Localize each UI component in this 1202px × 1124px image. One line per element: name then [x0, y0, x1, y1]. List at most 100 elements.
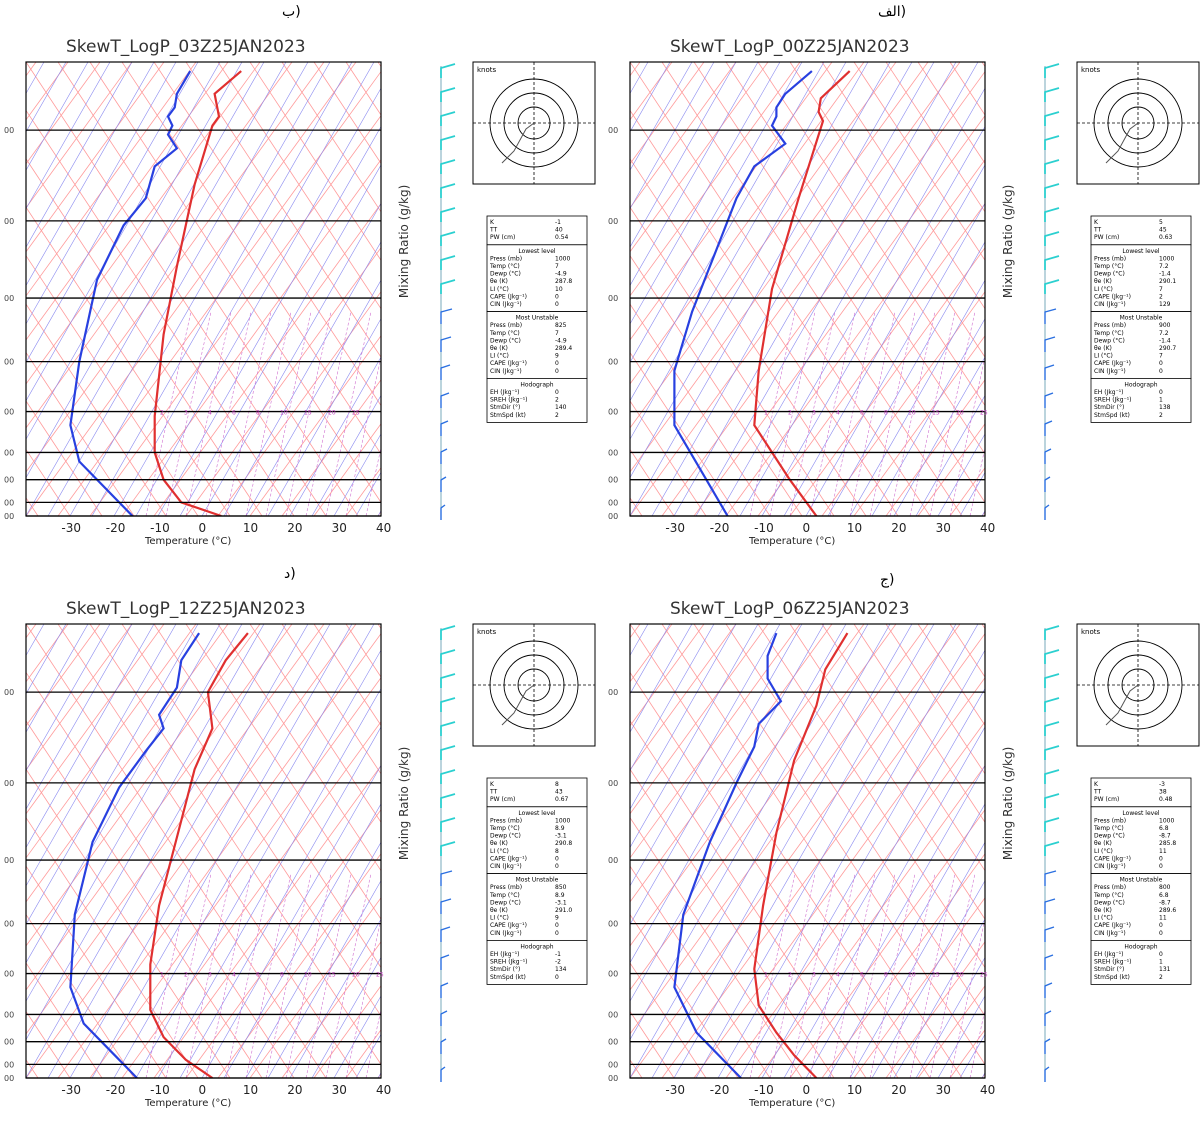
index-value: 131 — [1159, 966, 1171, 973]
moist-adiabat-line — [871, 880, 985, 1078]
x-tick-label: 20 — [287, 521, 302, 535]
index-name: SREH (Jkg⁻¹) — [490, 397, 528, 404]
isotherm-line — [89, 676, 381, 1078]
moist-adiabat-line — [26, 62, 243, 440]
index-value: 2 — [1159, 974, 1163, 981]
section-title: Most Unstable — [516, 315, 559, 322]
pressure-tick-label: 00 — [4, 688, 14, 697]
dry-adiabat-line — [885, 62, 985, 213]
mixing-ratio-label: 15 — [328, 971, 336, 978]
mixing-ratio-label: 20 — [956, 409, 964, 416]
pressure-tick-label: 00 — [608, 1010, 618, 1019]
index-value: 43 — [555, 789, 563, 796]
index-name: θe (K) — [490, 345, 508, 352]
isotherm-line — [26, 624, 165, 815]
isotherm-line — [153, 203, 381, 516]
chart-title: SkewT_LogP_03Z25JAN2023 — [66, 37, 306, 57]
dry-adiabat-line — [26, 62, 327, 516]
x-tick-label: -30 — [61, 521, 81, 535]
moist-adiabat-line — [827, 241, 985, 516]
index-value: -3.1 — [555, 899, 567, 906]
pressure-tick-label: 00 — [608, 856, 618, 865]
x-axis-label: Temperature (°C) — [748, 536, 835, 547]
dry-adiabat-line — [789, 62, 985, 358]
dry-adiabat-line — [630, 303, 771, 516]
moist-adiabat-line — [805, 764, 985, 1078]
index-name: CAPE (Jkg⁻¹) — [490, 855, 527, 862]
index-value: 11 — [1159, 915, 1167, 922]
wind-barb — [440, 625, 456, 640]
moist-adiabat-line — [630, 62, 869, 479]
moist-adiabat-line — [26, 62, 221, 402]
mixing-ratio-label: 1 — [160, 971, 164, 978]
moist-adiabat-line — [223, 241, 381, 516]
index-name: CAPE (Jkg⁻¹) — [1094, 855, 1131, 862]
mixing-ratio-label: 2 — [160, 409, 164, 416]
index-value: 2 — [1159, 293, 1163, 300]
wind-barb — [1044, 649, 1060, 664]
temperature-profile — [153, 70, 242, 516]
dry-adiabat-line — [26, 865, 167, 1078]
skewt-panel: SkewT_LogP_00Z25JAN2023 00 00 00 00 00 00 00 00 0… — [604, 28, 1202, 562]
isotherm-line — [630, 624, 865, 947]
indices-section — [1090, 873, 1192, 941]
plot-frame — [629, 623, 986, 1079]
isotherm-line — [153, 765, 381, 1078]
x-tick-label: 0 — [199, 521, 207, 535]
plot-area — [630, 624, 985, 1078]
wind-barb — [440, 279, 456, 294]
index-name: SREH (Jkg⁻¹) — [1094, 397, 1132, 404]
wind-barb — [440, 392, 450, 408]
skewt-svg: SkewT_LogP_00Z25JAN202300000000000000000… — [608, 37, 1200, 547]
index-name: PW (cm) — [1094, 234, 1119, 241]
dry-adiabat-line — [725, 624, 985, 1017]
pressure-tick-label: 00 — [4, 1010, 14, 1019]
panel-caption: د) — [284, 566, 296, 582]
isotherm-line — [249, 335, 381, 516]
x-tick-label: -30 — [61, 1083, 81, 1097]
chart-title: SkewT_LogP_12Z25JAN2023 — [66, 599, 306, 619]
index-value: 290.8 — [555, 840, 572, 847]
moist-adiabat-line — [157, 688, 381, 1078]
wind-barb — [440, 1038, 447, 1054]
moist-adiabat-line — [937, 995, 985, 1078]
index-value: 9 — [555, 915, 559, 922]
isotherm-line — [26, 62, 357, 516]
mixing-ratio-line — [365, 1008, 381, 1078]
isotherm-line — [757, 203, 985, 516]
mixing-ratio-label: 3 — [208, 971, 212, 978]
index-value: 40 — [555, 227, 563, 234]
dry-adiabat-line — [26, 400, 103, 516]
dry-adiabat-line — [26, 624, 327, 1078]
index-name: TT — [1093, 227, 1102, 234]
isotherm-line — [630, 624, 737, 771]
wind-barb — [1044, 255, 1060, 270]
section-title: Most Unstable — [1120, 877, 1163, 884]
index-name: LI (°C) — [490, 848, 509, 855]
isotherm-line — [725, 720, 985, 1078]
pressure-tick-label: 00 — [4, 1038, 14, 1047]
index-value: 38 — [1159, 789, 1167, 796]
moist-adiabat-line — [135, 649, 381, 1078]
wind-barb — [1044, 135, 1060, 150]
wind-barb — [1044, 769, 1060, 784]
isotherm-line — [313, 985, 381, 1078]
isotherm-line — [26, 624, 133, 771]
index-value: 0 — [555, 863, 559, 870]
moist-adiabat-line — [311, 956, 381, 1078]
section-title: Hodograph — [520, 943, 553, 950]
dry-adiabat-line — [185, 624, 381, 920]
wind-barb — [440, 336, 452, 352]
wind-barb — [440, 183, 456, 198]
mixing-ratio-label: 6 — [860, 971, 864, 978]
x-tick-label: -20 — [106, 521, 126, 535]
mixing-ratio-label: 2 — [788, 971, 792, 978]
index-value: 290.1 — [1159, 278, 1176, 285]
moist-adiabat-line — [91, 624, 353, 1078]
x-tick-label: -20 — [710, 521, 730, 535]
index-name: EH (Jkg⁻¹) — [490, 389, 520, 396]
mixing-ratio-label: 25 — [376, 971, 384, 978]
wind-barb — [1044, 1066, 1050, 1082]
mixing-ratio-label: 10 — [280, 409, 288, 416]
isotherm-line — [853, 335, 985, 516]
